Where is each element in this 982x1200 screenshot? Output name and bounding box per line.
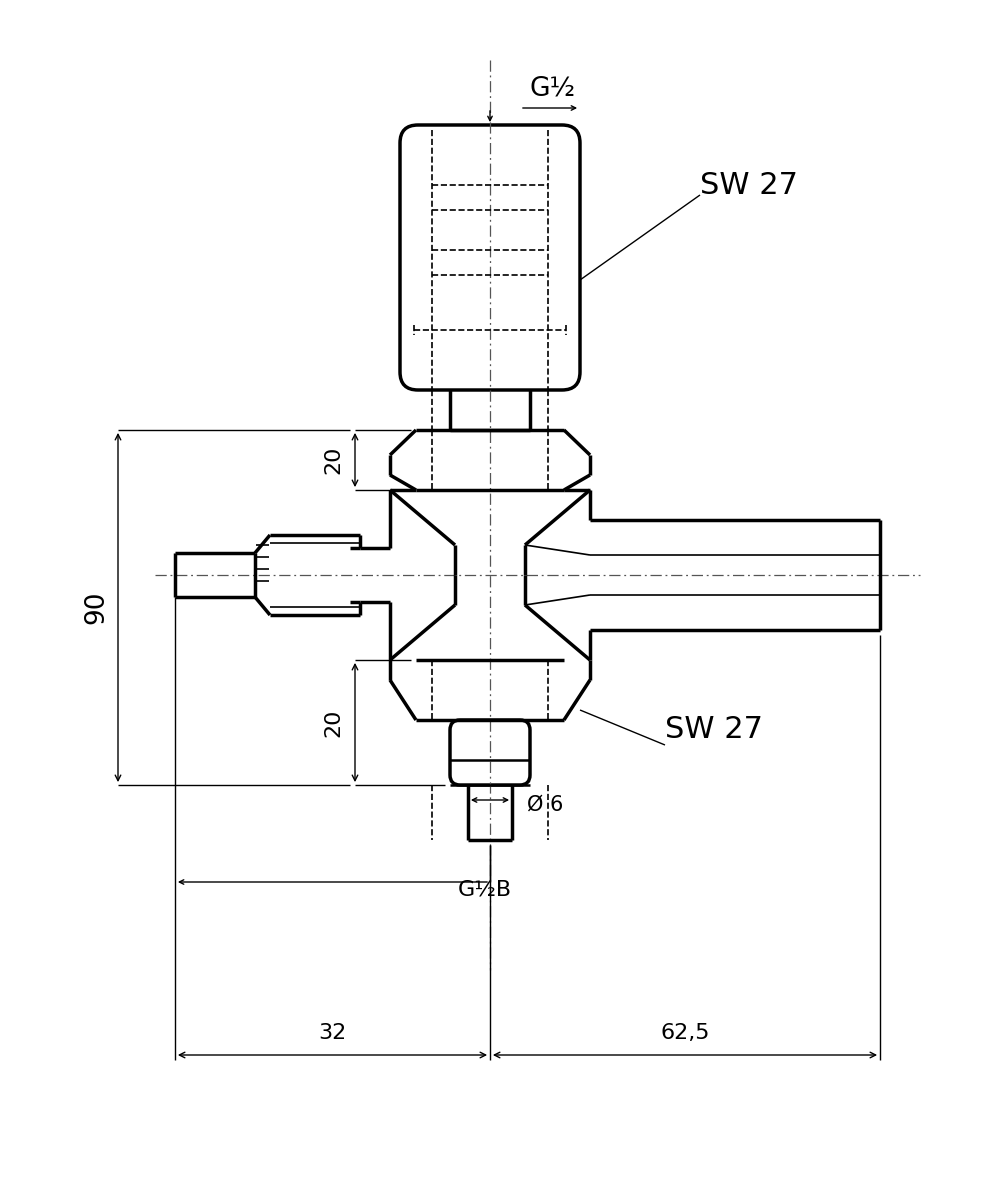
Text: Ø 6: Ø 6 xyxy=(527,794,564,815)
Text: 32: 32 xyxy=(318,1022,347,1043)
FancyBboxPatch shape xyxy=(450,720,530,785)
Text: G½: G½ xyxy=(530,74,576,101)
Text: 90: 90 xyxy=(83,590,109,624)
Text: SW 27: SW 27 xyxy=(665,715,763,744)
Text: 20: 20 xyxy=(323,446,343,474)
Text: G½B: G½B xyxy=(458,880,512,900)
Text: 62,5: 62,5 xyxy=(660,1022,710,1043)
Text: SW 27: SW 27 xyxy=(700,170,798,199)
Text: 20: 20 xyxy=(323,708,343,737)
FancyBboxPatch shape xyxy=(400,125,580,390)
